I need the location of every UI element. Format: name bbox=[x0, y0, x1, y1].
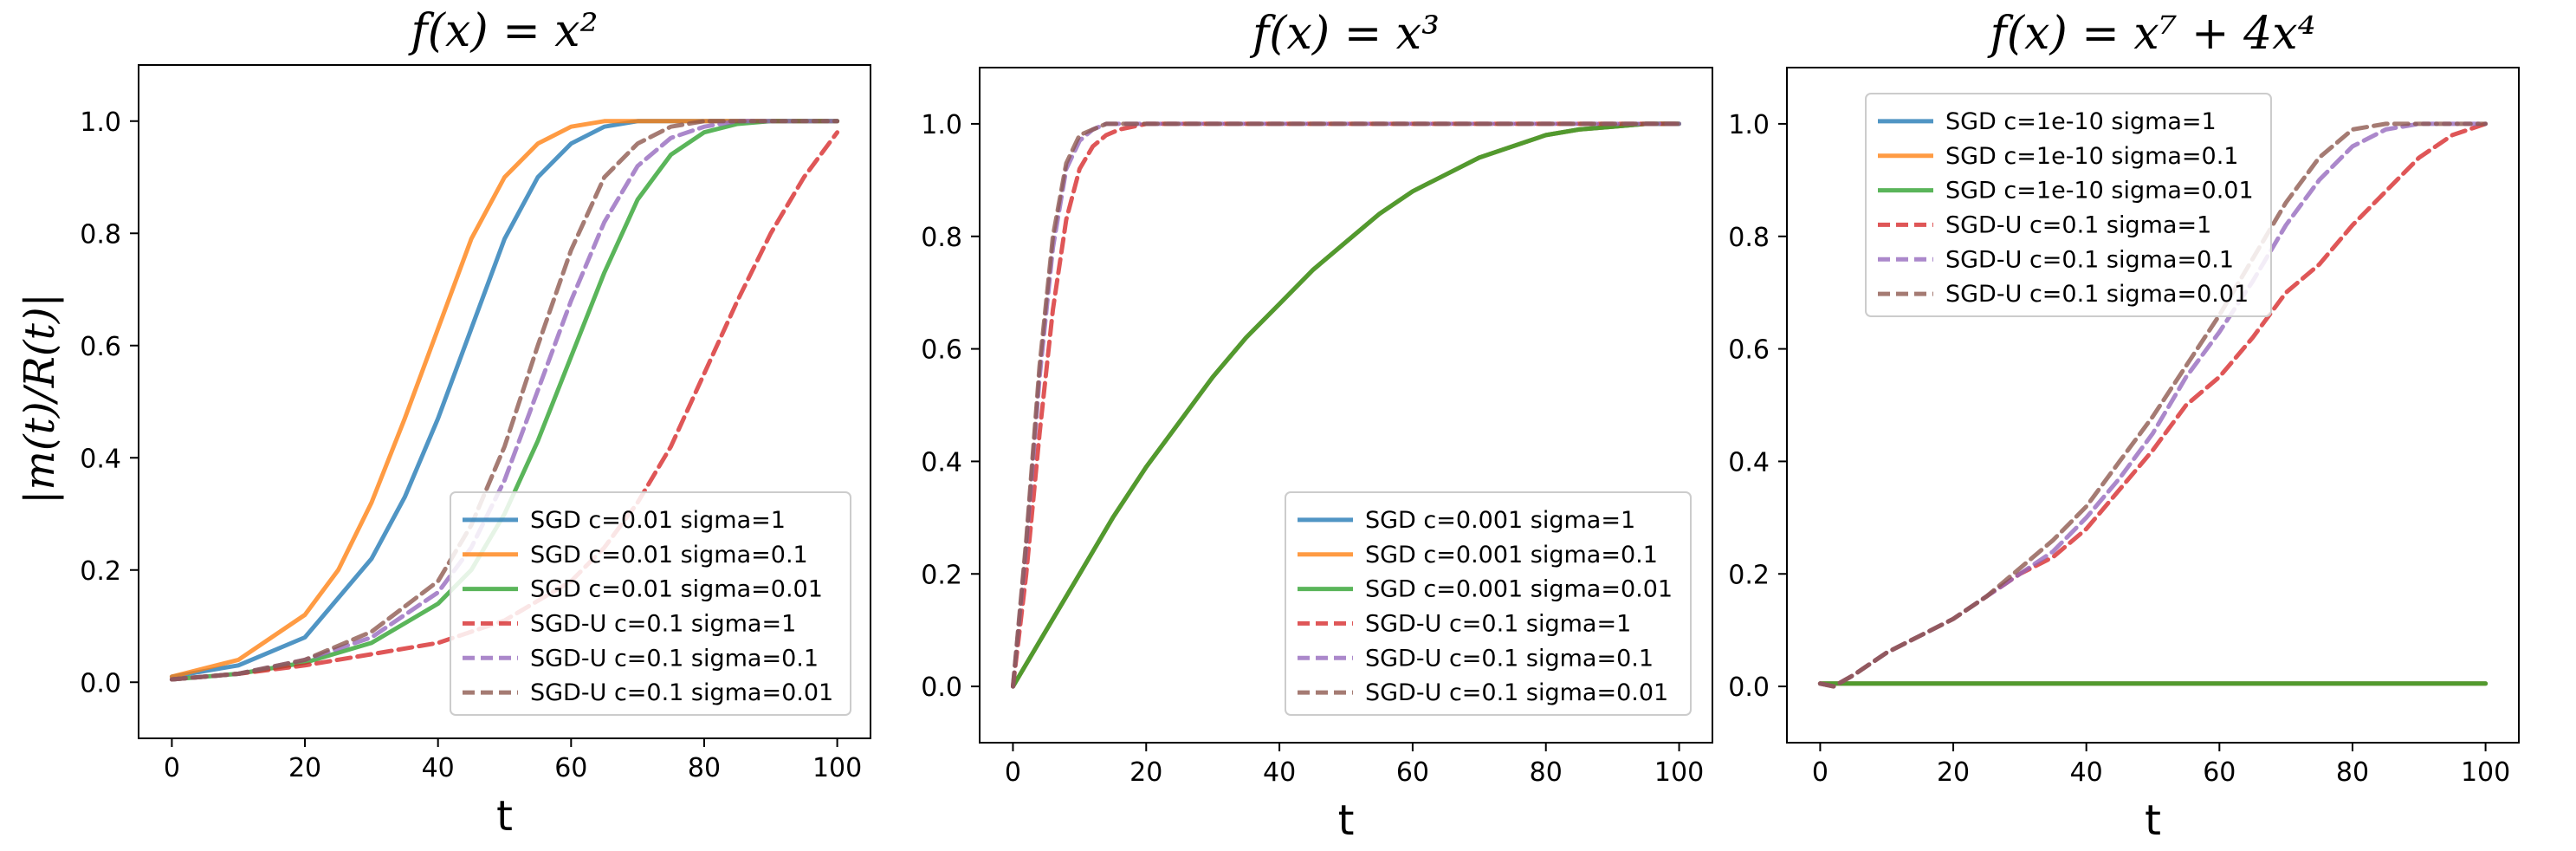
legend-box bbox=[450, 491, 851, 716]
legend-entry: SGD c=1e-10 sigma=0.01 bbox=[1945, 178, 2254, 205]
legend-entry: SGD-U c=0.1 sigma=1 bbox=[1365, 610, 1631, 637]
legend-entry: SGD-U c=0.1 sigma=0.1 bbox=[530, 645, 819, 672]
y-tick-label: 0.4 bbox=[921, 447, 962, 477]
series-line-5 bbox=[169, 119, 840, 682]
legend-entry: SGD c=0.001 sigma=1 bbox=[1365, 507, 1635, 534]
x-tick-label: 40 bbox=[422, 753, 455, 783]
legend-entry: SGD-U c=0.1 sigma=0.01 bbox=[1945, 281, 2249, 308]
x-tick-label: 60 bbox=[1396, 757, 1429, 788]
legend-entry: SGD-U c=0.1 sigma=0.1 bbox=[1365, 645, 1654, 672]
legend-entry: SGD c=1e-10 sigma=0.1 bbox=[1945, 143, 2239, 170]
legend-box bbox=[1865, 93, 2272, 317]
x-axis-label-2: t bbox=[1338, 796, 1355, 845]
plot-frame bbox=[1786, 67, 2520, 744]
legend-entry: SGD c=1e-10 sigma=1 bbox=[1945, 108, 2217, 135]
y-tick-label: 1.0 bbox=[921, 110, 962, 140]
x-tick-label: 0 bbox=[164, 753, 180, 783]
x-tick-label: 0 bbox=[1812, 757, 1828, 788]
plot-frame bbox=[138, 64, 871, 739]
legend-entry: SGD-U c=0.1 sigma=0.1 bbox=[1945, 246, 2234, 273]
chart-panel-3: f(x) = x⁷ + 4x⁴ 0 20 40 60 80 100 0.0 0.2 0.4 0.6 0… bbox=[1728, 8, 2520, 845]
x-tick-label: 20 bbox=[1129, 757, 1162, 788]
legend-2: SGD c=0.001 sigma=1 SGD c=0.001 sigma=0.1… bbox=[1285, 491, 1692, 716]
legend-entry: SGD-U c=0.1 sigma=0.01 bbox=[1365, 679, 1668, 706]
series-line-6 bbox=[169, 119, 840, 682]
y-tick-label: 0.6 bbox=[921, 335, 962, 366]
x-tick-label: 40 bbox=[1263, 757, 1296, 788]
y-tick-label: 0.6 bbox=[1728, 335, 1770, 366]
series-line-3 bbox=[169, 119, 840, 682]
y-tick-label: 0.2 bbox=[80, 556, 121, 587]
figure-ylabel: |m(t)/R(t)| bbox=[16, 293, 64, 504]
x-tick-label: 80 bbox=[688, 753, 721, 783]
plot-frame bbox=[979, 67, 1713, 744]
chart-title-2: f(x) = x³ bbox=[1249, 8, 1440, 60]
y-tick-label: 1.0 bbox=[80, 107, 121, 138]
x-tick-label: 100 bbox=[2461, 757, 2510, 788]
y-tick-label: 0.0 bbox=[80, 668, 121, 698]
x-tick-label: 80 bbox=[1530, 757, 1563, 788]
legend-entry: SGD c=0.01 sigma=0.1 bbox=[530, 542, 808, 568]
series-line-6 bbox=[1011, 121, 1681, 689]
x-tick-label: 0 bbox=[1005, 757, 1021, 788]
x-tick-label: 20 bbox=[1937, 757, 1970, 788]
series-line-3 bbox=[1011, 121, 1681, 689]
y-tick-label: 0.2 bbox=[921, 560, 962, 590]
y-tick-label: 0.4 bbox=[1728, 447, 1770, 477]
legend-entry: SGD-U c=0.1 sigma=0.01 bbox=[530, 679, 833, 706]
legend-entry: SGD-U c=0.1 sigma=1 bbox=[530, 610, 796, 637]
x-tick-label: 100 bbox=[1654, 757, 1704, 788]
legend-entry: SGD c=0.001 sigma=0.1 bbox=[1365, 542, 1658, 568]
series-line-2 bbox=[169, 119, 840, 679]
y-tick-label: 0.6 bbox=[80, 332, 121, 362]
y-tick-label: 0.4 bbox=[80, 444, 121, 474]
x-axis-label-1: t bbox=[496, 792, 513, 841]
x-tick-label: 60 bbox=[2203, 757, 2236, 788]
legend-entry: SGD c=0.001 sigma=0.01 bbox=[1365, 576, 1673, 603]
legend-1: SGD c=0.01 sigma=1 SGD c=0.01 sigma=0.1 SG… bbox=[450, 491, 851, 716]
chart-title-3: f(x) = x⁷ + 4x⁴ bbox=[1987, 8, 2316, 60]
y-tick-label: 0.2 bbox=[1728, 560, 1770, 590]
y-tick-label: 0.0 bbox=[921, 672, 962, 703]
y-tick-label: 0.8 bbox=[921, 223, 962, 253]
x-tick-label: 80 bbox=[2336, 757, 2369, 788]
y-tick-label: 0.0 bbox=[1728, 672, 1770, 703]
y-tick-label: 0.8 bbox=[80, 219, 121, 250]
x-axis-label-3: t bbox=[2145, 796, 2161, 845]
legend-box bbox=[1285, 491, 1692, 716]
legend-entry: SGD-U c=0.1 sigma=1 bbox=[1945, 211, 2211, 238]
x-tick-label: 60 bbox=[554, 753, 587, 783]
x-tick-label: 20 bbox=[288, 753, 321, 783]
chart-title-1: f(x) = x² bbox=[408, 5, 599, 57]
legend-3: SGD c=1e-10 sigma=1 SGD c=1e-10 sigma=0.1… bbox=[1865, 93, 2272, 317]
legend-entry: SGD c=0.01 sigma=1 bbox=[530, 507, 786, 534]
series-line-6 bbox=[1817, 121, 2489, 689]
chart-panel-2: f(x) = x³ 0 20 40 60 80 100 0.0 0.2 0.4 0.6 0.8 1.0 t… bbox=[921, 8, 1713, 845]
legend-entry: SGD c=0.01 sigma=0.01 bbox=[530, 576, 823, 603]
x-tick-label: 40 bbox=[2070, 757, 2103, 788]
x-tick-label: 100 bbox=[812, 753, 862, 783]
y-tick-label: 0.8 bbox=[1728, 223, 1770, 253]
y-tick-label: 1.0 bbox=[1728, 110, 1770, 140]
chart-panel-1: f(x) = x² 0 20 40 60 80 100 0.0 0.2 0.4 0.6 0.8 1.0 t… bbox=[80, 5, 871, 841]
